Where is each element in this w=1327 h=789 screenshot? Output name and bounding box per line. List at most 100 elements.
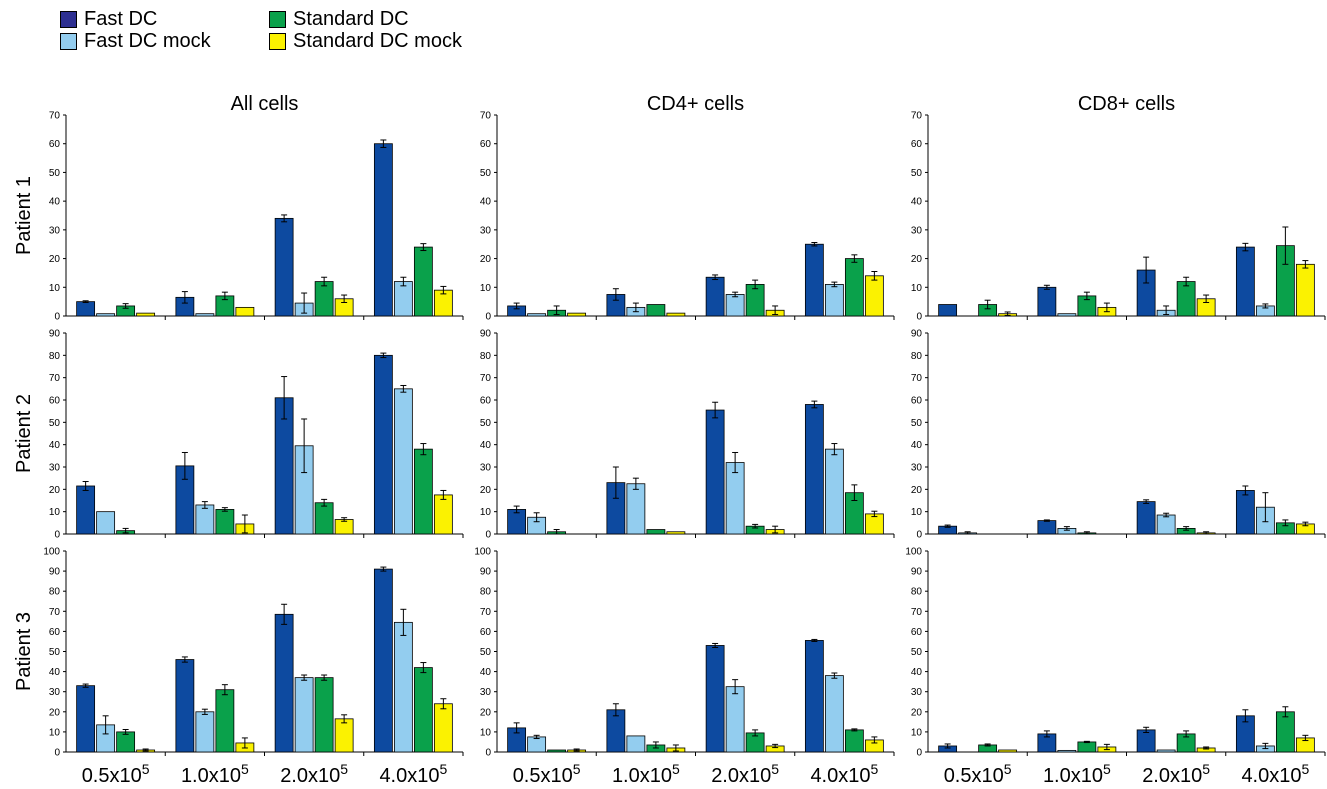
bar-fast-dc bbox=[705, 276, 725, 317]
y-tick-label: 90 bbox=[911, 567, 923, 578]
x-category-label: 2.0x105 bbox=[1142, 761, 1210, 787]
y-tick-label: 10 bbox=[480, 727, 492, 738]
y-tick-label: 40 bbox=[49, 440, 61, 451]
y-tick-label: 60 bbox=[480, 139, 492, 150]
bar-fast-dc-mock bbox=[195, 313, 215, 317]
x-category-exponent: 5 bbox=[1004, 761, 1012, 777]
bar-standard-dc-mock bbox=[235, 306, 255, 317]
legend-label: Standard DC mock bbox=[293, 30, 462, 52]
x-category-label: 4.0x105 bbox=[379, 761, 447, 787]
bar-standard-dc-mock bbox=[1295, 263, 1315, 317]
y-tick-label: 70 bbox=[911, 607, 923, 618]
bar-fast-dc-mock bbox=[1156, 749, 1176, 753]
y-tick-label: 90 bbox=[49, 567, 61, 578]
panel-patient-1-all-cells: 0 10 20 30 40 50 60 70 bbox=[49, 111, 464, 323]
bar-fast-dc-mock bbox=[393, 621, 413, 753]
y-tick-label: 0 bbox=[54, 312, 60, 323]
bar-fast-dc bbox=[1037, 520, 1057, 535]
y-tick-label: 20 bbox=[49, 254, 61, 265]
legend-swatch-fast-dc bbox=[60, 11, 77, 28]
y-tick-label: 70 bbox=[480, 111, 492, 122]
y-tick-label: 40 bbox=[911, 667, 923, 678]
bar-fast-dc bbox=[1235, 490, 1255, 535]
x-category-base: 4.0x10 bbox=[1241, 765, 1301, 787]
bar-fast-dc-mock bbox=[96, 511, 116, 535]
y-tick-label: 100 bbox=[43, 547, 60, 558]
bar-standard-dc-mock bbox=[433, 494, 453, 535]
y-tick-label: 10 bbox=[480, 507, 492, 518]
y-tick-label: 0 bbox=[54, 748, 60, 759]
x-category-exponent: 5 bbox=[241, 761, 249, 777]
y-tick-label: 70 bbox=[480, 607, 492, 618]
y-tick-label: 40 bbox=[911, 440, 923, 451]
x-category-base: 2.0x10 bbox=[280, 765, 340, 787]
x-category-label: 4.0x105 bbox=[1241, 761, 1309, 787]
y-tick-label: 40 bbox=[49, 197, 61, 208]
bar-fast-dc-mock bbox=[626, 735, 646, 753]
bar-standard-dc bbox=[844, 258, 864, 317]
panel-patient-2-cd4-cells: 0 10 20 30 40 50 60 70 80 90 bbox=[480, 329, 895, 541]
y-tick-label: 70 bbox=[49, 373, 61, 384]
y-tick-label: 10 bbox=[49, 283, 61, 294]
bar-standard-dc bbox=[646, 304, 666, 317]
row-label-patient-1: Patient 1 bbox=[13, 176, 35, 255]
y-tick-label: 30 bbox=[49, 687, 61, 698]
row-label-patient-3: Patient 3 bbox=[13, 612, 35, 691]
bar-standard-dc-mock bbox=[998, 749, 1018, 753]
y-tick-label: 30 bbox=[480, 687, 492, 698]
x-category-exponent: 5 bbox=[771, 761, 779, 777]
x-category-exponent: 5 bbox=[142, 761, 150, 777]
y-tick-label: 10 bbox=[911, 283, 923, 294]
bar-fast-dc bbox=[373, 143, 393, 317]
x-category-exponent: 5 bbox=[871, 761, 879, 777]
bar-standard-dc bbox=[314, 281, 334, 317]
panel-patient-1-cd4-cells: 0 10 20 30 40 50 60 70 bbox=[480, 111, 895, 323]
bar-standard-dc bbox=[116, 731, 136, 753]
x-category-base: 4.0x10 bbox=[810, 765, 870, 787]
y-tick-label: 30 bbox=[480, 225, 492, 236]
bar-fast-dc bbox=[1037, 286, 1057, 317]
y-tick-label: 80 bbox=[911, 351, 923, 362]
y-tick-label: 30 bbox=[49, 463, 61, 474]
y-tick-label: 100 bbox=[474, 547, 491, 558]
y-tick-label: 10 bbox=[480, 283, 492, 294]
bar-standard-dc-mock bbox=[864, 275, 884, 317]
y-tick-label: 90 bbox=[911, 329, 923, 340]
y-tick-label: 20 bbox=[49, 707, 61, 718]
bar-standard-dc-mock bbox=[136, 312, 156, 317]
y-tick-label: 40 bbox=[911, 197, 923, 208]
y-tick-label: 20 bbox=[480, 254, 492, 265]
x-category-base: 0.5x10 bbox=[513, 765, 573, 787]
bar-fast-dc bbox=[1235, 246, 1255, 317]
x-category-exponent: 5 bbox=[1103, 761, 1111, 777]
y-tick-label: 40 bbox=[480, 440, 492, 451]
panel-patient-2-cd8-cells: 0 10 20 30 40 50 60 70 80 90 bbox=[911, 329, 1326, 541]
y-tick-label: 60 bbox=[49, 139, 61, 150]
y-tick-label: 0 bbox=[916, 312, 922, 323]
y-tick-label: 50 bbox=[480, 647, 492, 658]
y-tick-label: 0 bbox=[485, 530, 491, 541]
y-tick-label: 90 bbox=[480, 329, 492, 340]
y-tick-label: 60 bbox=[480, 396, 492, 407]
y-tick-label: 0 bbox=[54, 530, 60, 541]
bar-standard-dc bbox=[413, 448, 433, 535]
y-tick-label: 0 bbox=[916, 530, 922, 541]
y-tick-label: 0 bbox=[485, 312, 491, 323]
bar-fast-dc-mock bbox=[96, 313, 116, 317]
x-category-label: 2.0x105 bbox=[280, 761, 348, 787]
bar-fast-dc-mock bbox=[725, 686, 745, 753]
bar-fast-dc bbox=[938, 304, 958, 317]
x-category-exponent: 5 bbox=[1302, 761, 1310, 777]
bar-fast-dc bbox=[274, 217, 294, 317]
column-title-all-cells: All cells bbox=[231, 93, 299, 115]
y-tick-label: 60 bbox=[911, 396, 923, 407]
x-category-base: 0.5x10 bbox=[82, 765, 142, 787]
x-category-exponent: 5 bbox=[1202, 761, 1210, 777]
x-category-label: 0.5x105 bbox=[513, 761, 581, 787]
bar-standard-dc bbox=[215, 689, 235, 753]
bar-fast-dc-mock bbox=[1057, 313, 1077, 317]
x-category-label: 1.0x105 bbox=[1043, 761, 1111, 787]
bar-fast-dc-mock bbox=[824, 448, 844, 535]
